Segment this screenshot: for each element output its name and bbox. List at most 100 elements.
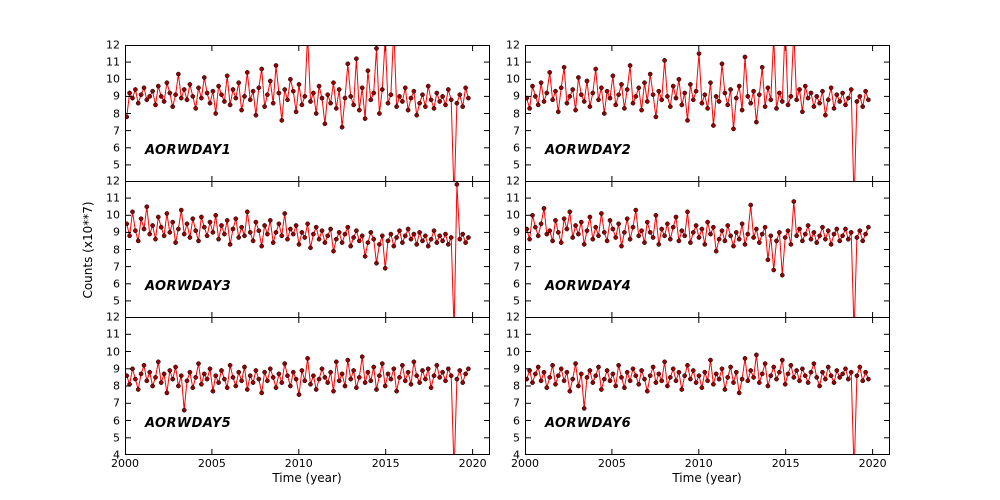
y-tick-label: 12 — [106, 310, 120, 324]
x-tick-label: 2005 — [197, 457, 226, 470]
series-line — [126, 184, 469, 317]
subplot-aorwday1: AORWDAY1 5 6 7 8 9 10 11 12 — [106, 40, 490, 182]
axes-frame — [125, 45, 490, 182]
subplot-aorwday2: AORWDAY2 5 6 7 8 9 10 11 12 — [506, 40, 890, 182]
x-axis-title-left: Time (year) — [272, 471, 342, 485]
axis-ticks — [525, 317, 889, 455]
axis-ticks — [525, 181, 889, 318]
y-tick-label: 7 — [513, 260, 520, 274]
axes-frame — [525, 181, 890, 318]
series-label: AORWDAY2 — [545, 143, 632, 158]
series-line — [526, 201, 869, 317]
y-tick-label: 5 — [513, 294, 520, 308]
y-tick-label: 5 — [113, 294, 120, 308]
y-tick-label: 5 — [113, 158, 120, 172]
y-tick-label: 10 — [106, 345, 120, 358]
y-tick-label: 8 — [113, 107, 120, 120]
y-tick-label: 12 — [506, 310, 520, 324]
series-group — [126, 46, 471, 181]
y-tick-label: 11 — [106, 327, 120, 341]
series-markers — [126, 354, 471, 413]
x-tick-label: 2000 — [511, 457, 539, 470]
y-tick-label: 6 — [513, 277, 520, 291]
series-label: AORWDAY1 — [145, 143, 232, 158]
y-tick-label: 11 — [506, 55, 520, 69]
y-tick-label: 10 — [506, 72, 520, 86]
x-tick-label: 2020 — [858, 457, 887, 470]
series-group — [526, 352, 871, 454]
subplot-aorwday6: AORWDAY6 4 5 6 7 8 9 10 11 12 2000 2005 2010 2015 202… — [506, 312, 890, 469]
plot-area — [125, 181, 490, 318]
y-tick-label: 7 — [113, 260, 120, 274]
y-tick-label: 12 — [506, 38, 520, 52]
plot-area — [525, 181, 890, 318]
y-tick-label: 6 — [113, 277, 120, 291]
y-tick-label: 7 — [513, 396, 520, 410]
y-tick-label: 12 — [506, 174, 520, 188]
x-tick-label: 2010 — [684, 457, 713, 470]
y-tick-label: 9 — [513, 362, 520, 376]
series-label: AORWDAY3 — [145, 279, 232, 294]
x-tick-label: 2005 — [597, 457, 626, 470]
x-tick-label: 2015 — [371, 457, 400, 470]
axis-ticks — [125, 317, 489, 455]
y-tick-label: 9 — [113, 225, 120, 239]
axis-ticks — [525, 45, 889, 182]
y-tick-label: 5 — [513, 431, 520, 445]
series-label: AORWDAY5 — [145, 416, 232, 431]
series-line — [526, 354, 869, 454]
y-axis-title: Counts (x10**7) — [81, 201, 95, 299]
y-tick-label: 8 — [113, 243, 120, 256]
y-tick-label: 8 — [113, 379, 120, 393]
series-line — [526, 46, 869, 181]
y-tick-label: 12 — [106, 174, 120, 188]
series-group — [126, 354, 471, 454]
series-group — [126, 182, 471, 317]
axes-frame — [525, 45, 890, 182]
y-tick-label: 6 — [113, 141, 120, 155]
axes-frame — [525, 317, 890, 455]
axis-ticks — [125, 45, 489, 182]
y-tick-label: 12 — [106, 38, 120, 52]
y-tick-label: 11 — [106, 55, 120, 69]
y-tick-label: 7 — [113, 396, 120, 410]
series-group — [526, 199, 871, 317]
y-tick-label: 9 — [113, 89, 120, 103]
series-group — [526, 46, 871, 181]
x-tick-label: 2010 — [284, 457, 313, 470]
plot-area — [125, 317, 490, 455]
x-tick-label: 2000 — [111, 457, 139, 470]
y-tick-label: 6 — [513, 414, 520, 427]
y-tick-label: 7 — [513, 124, 520, 138]
y-tick-label: 10 — [106, 72, 120, 86]
y-tick-label: 11 — [106, 191, 120, 205]
y-tick-label: 8 — [513, 243, 520, 256]
series-markers — [526, 51, 871, 132]
series-line — [126, 356, 469, 454]
y-tick-label: 9 — [513, 225, 520, 239]
subplot-aorwday4: AORWDAY4 5 6 7 8 9 10 11 12 — [506, 176, 890, 318]
x-tick-label: 2015 — [771, 457, 800, 470]
y-tick-label: 11 — [506, 327, 520, 341]
y-tick-label: 4 — [113, 448, 120, 462]
y-tick-label: 11 — [506, 191, 520, 205]
y-tick-label: 5 — [513, 158, 520, 172]
series-markers — [126, 182, 471, 271]
series-markers — [126, 46, 471, 130]
y-tick-label: 5 — [113, 431, 120, 445]
y-tick-label: 10 — [506, 208, 520, 222]
x-tick-label: 2020 — [458, 457, 487, 470]
subplot-aorwday3: AORWDAY3 5 6 7 8 9 10 11 12 — [106, 176, 490, 318]
y-tick-label: 6 — [113, 414, 120, 427]
series-label: AORWDAY4 — [545, 279, 632, 294]
plot-area — [525, 317, 890, 455]
y-tick-label: 4 — [513, 448, 520, 462]
axes-frame — [125, 181, 490, 318]
series-label: AORWDAY6 — [545, 416, 632, 431]
y-tick-label: 8 — [513, 107, 520, 120]
series-markers — [526, 352, 871, 411]
plot-area — [525, 45, 890, 182]
y-tick-label: 9 — [513, 89, 520, 103]
subplot-aorwday5: AORWDAY5 4 5 6 7 8 9 10 11 12 2000 2005 2010 2015 202… — [106, 312, 490, 469]
